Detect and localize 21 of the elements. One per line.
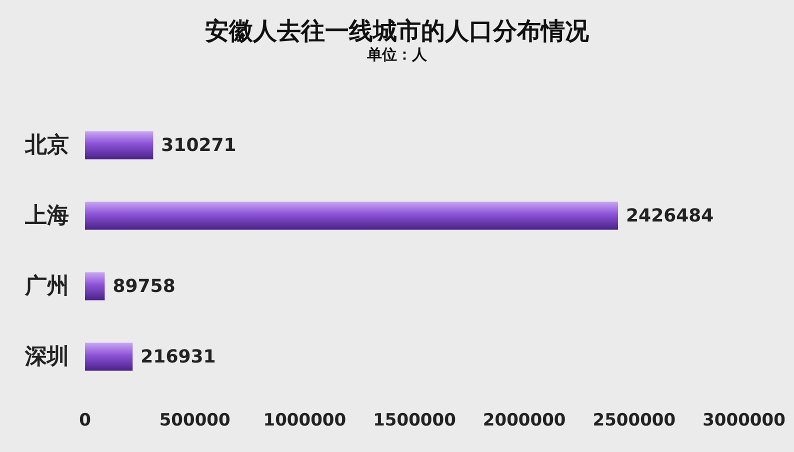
data-label: 2426484 — [626, 205, 714, 226]
x-tick-label: 0 — [79, 410, 92, 430]
chart-subtitle: 单位：人 — [366, 46, 428, 64]
y-tick-label: 上海 — [24, 203, 69, 228]
bar — [85, 272, 105, 300]
bar — [85, 202, 618, 230]
y-tick-label: 深圳 — [24, 344, 69, 370]
bar — [85, 131, 154, 160]
x-tick-label: 500000 — [159, 410, 230, 430]
x-tick-label: 2000000 — [482, 410, 566, 430]
y-tick-label: 广州 — [24, 272, 69, 299]
y-tick-label: 北京 — [24, 132, 69, 158]
x-tick-label: 1000000 — [263, 410, 346, 430]
data-label: 89758 — [112, 276, 176, 297]
x-tick-label: 2500000 — [592, 410, 676, 430]
chart-title: 安徽人去往一线城市的人口分布情况 — [205, 17, 590, 45]
x-tick-label: 3000000 — [702, 410, 786, 430]
x-tick-label: 1500000 — [373, 410, 456, 430]
bar — [85, 342, 133, 371]
data-label: 310271 — [161, 134, 236, 156]
data-label: 216931 — [140, 346, 216, 368]
